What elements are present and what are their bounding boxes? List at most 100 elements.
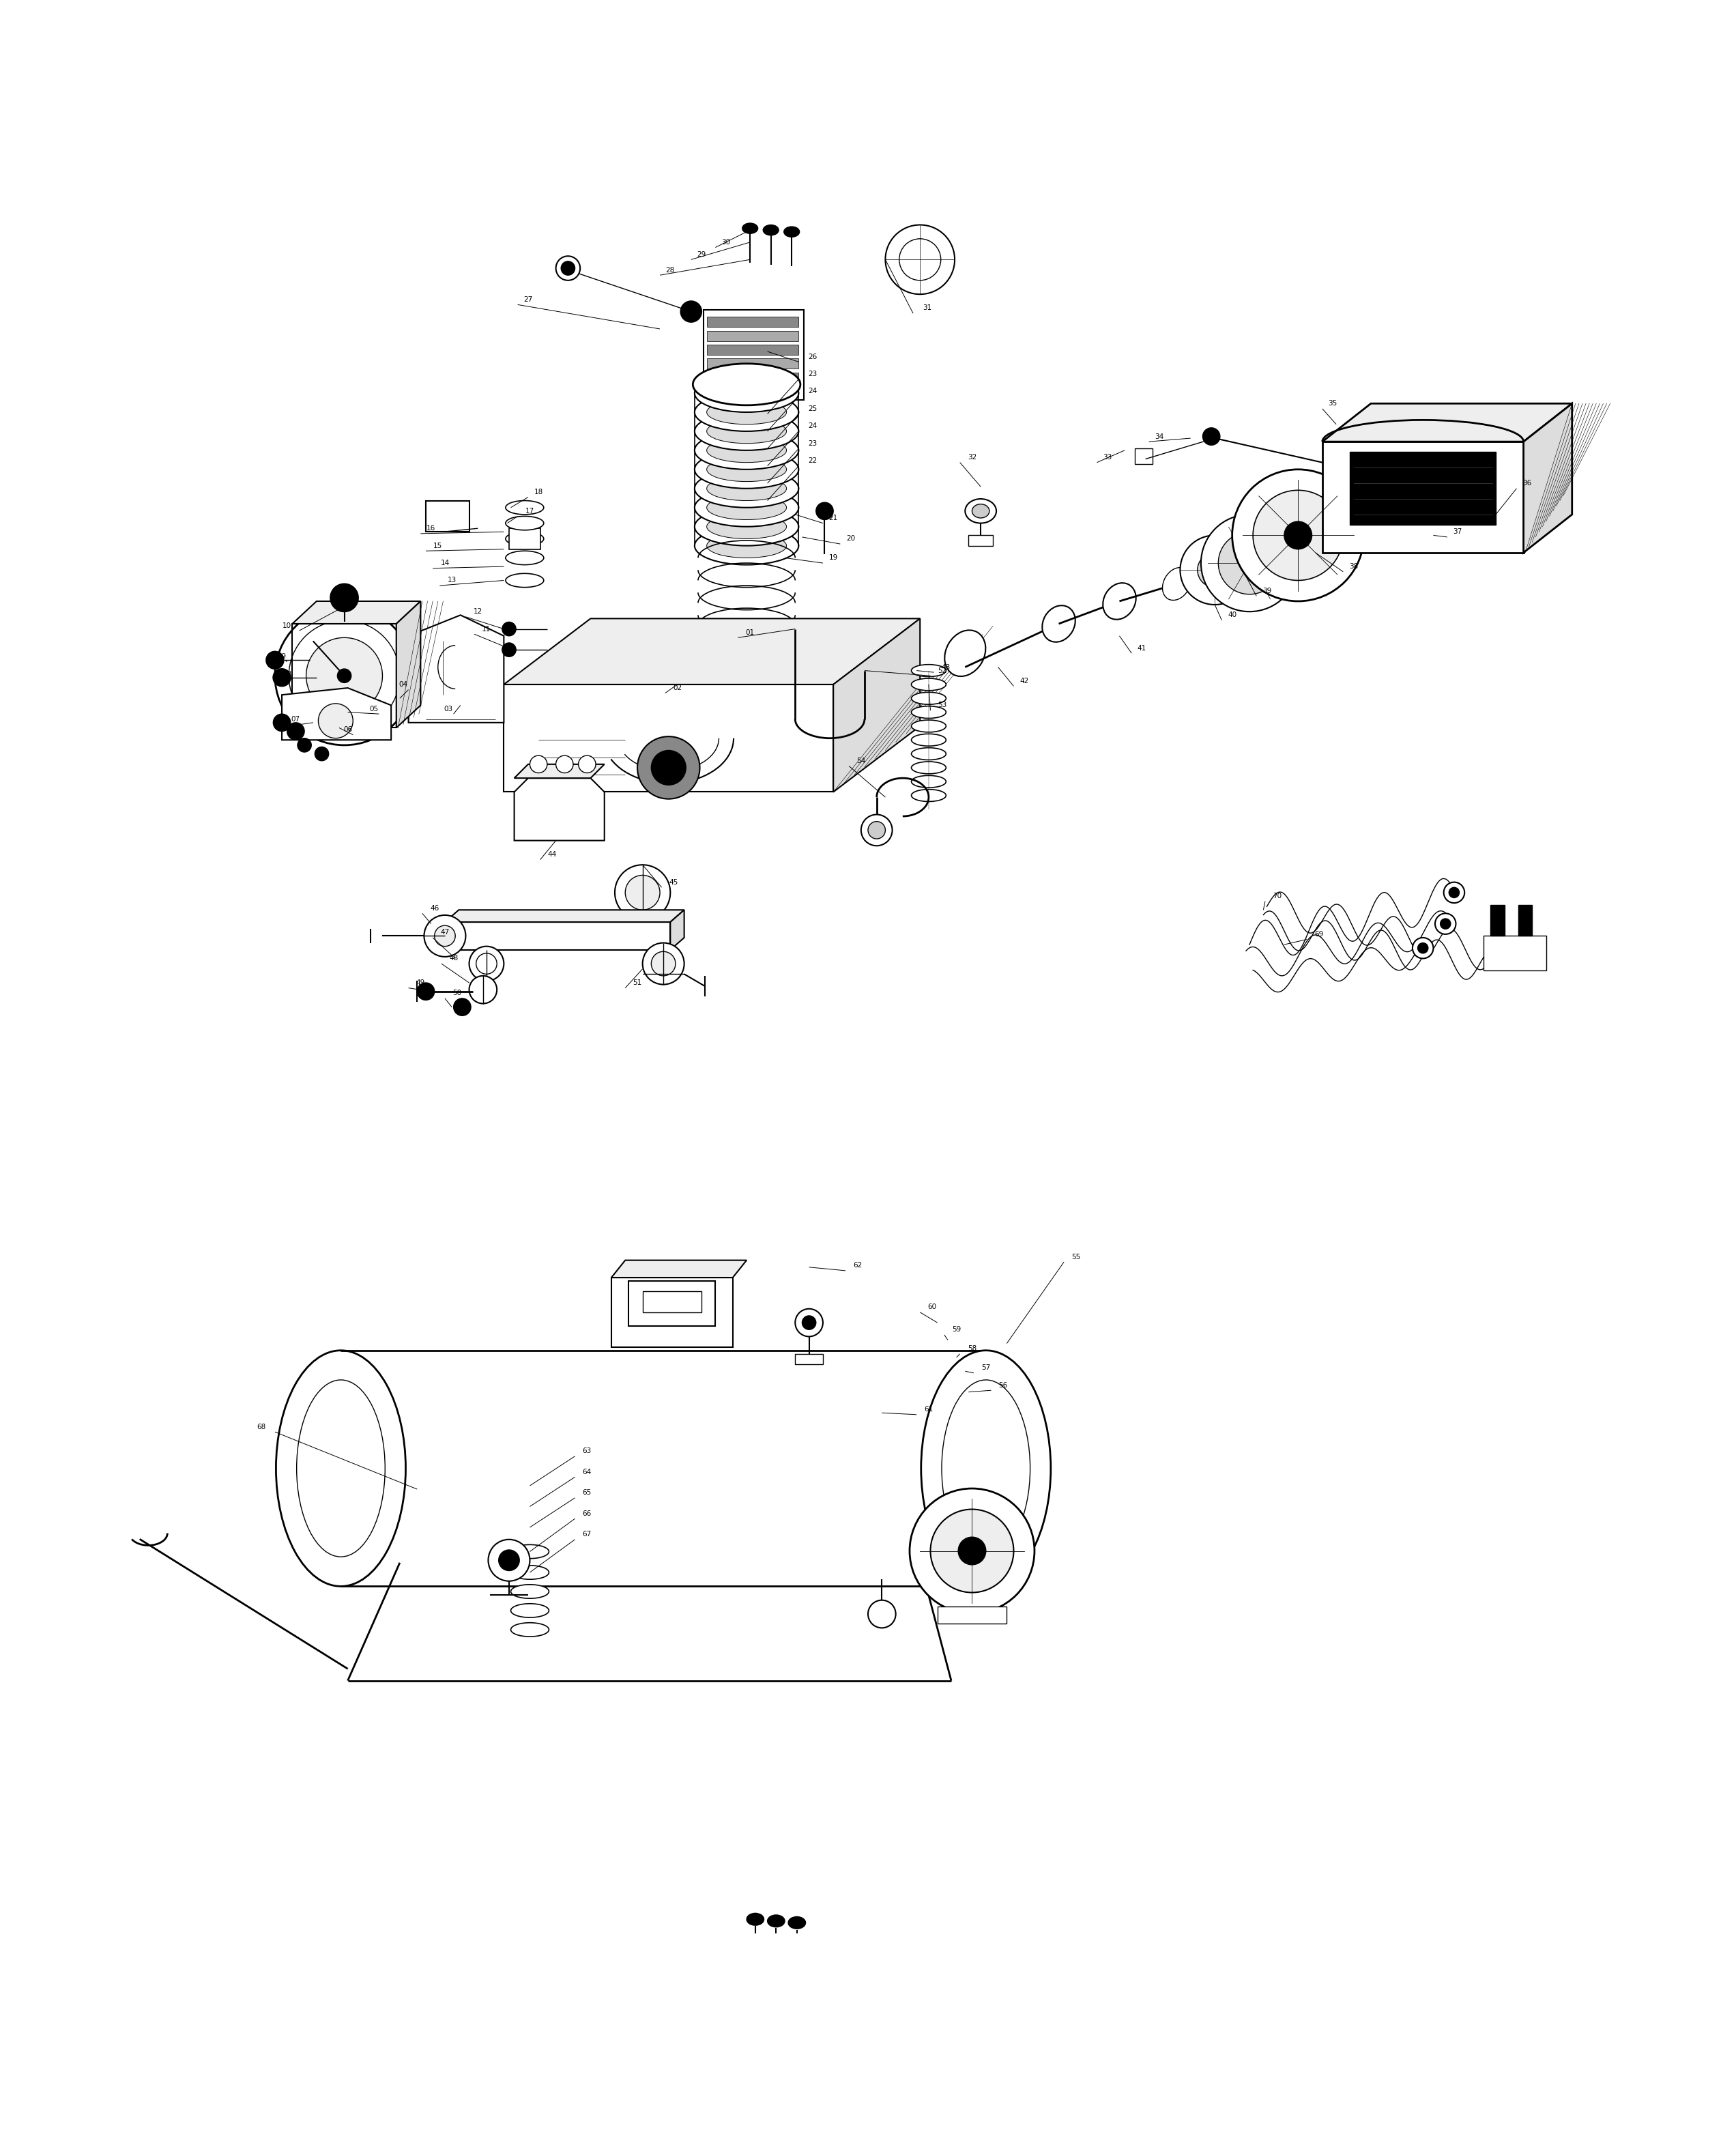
Circle shape (1203, 429, 1220, 446)
Circle shape (1444, 883, 1465, 904)
Ellipse shape (715, 522, 778, 535)
Text: 27: 27 (524, 296, 533, 303)
Circle shape (795, 1309, 823, 1337)
Ellipse shape (694, 527, 799, 565)
Text: 51: 51 (634, 979, 642, 987)
Text: 06: 06 (344, 727, 352, 733)
Ellipse shape (715, 456, 778, 471)
Text: 41: 41 (1137, 644, 1146, 652)
Ellipse shape (694, 507, 799, 546)
Circle shape (651, 750, 686, 785)
Circle shape (802, 1315, 816, 1330)
Ellipse shape (944, 631, 986, 676)
Circle shape (498, 1550, 519, 1571)
Polygon shape (707, 318, 799, 326)
Text: 57: 57 (981, 1364, 991, 1371)
Circle shape (502, 623, 516, 635)
Ellipse shape (707, 429, 786, 448)
Text: 04: 04 (399, 680, 408, 689)
Text: 39: 39 (1262, 588, 1271, 595)
Polygon shape (707, 386, 799, 397)
Text: 34: 34 (1154, 433, 1163, 439)
Text: 61: 61 (924, 1405, 934, 1414)
Circle shape (1418, 942, 1429, 953)
Text: 70: 70 (1272, 893, 1281, 900)
Polygon shape (1323, 441, 1524, 552)
Circle shape (469, 976, 496, 1004)
Circle shape (1233, 469, 1364, 601)
Ellipse shape (764, 224, 779, 235)
Ellipse shape (707, 501, 786, 522)
Circle shape (637, 736, 700, 800)
Polygon shape (833, 618, 920, 791)
Circle shape (286, 723, 304, 740)
Ellipse shape (510, 1584, 549, 1599)
Circle shape (1180, 535, 1250, 605)
Circle shape (958, 1537, 986, 1565)
Text: 37: 37 (1453, 529, 1462, 535)
Ellipse shape (911, 776, 946, 787)
Circle shape (469, 947, 503, 981)
Ellipse shape (1102, 582, 1135, 620)
Text: 30: 30 (722, 239, 731, 245)
Ellipse shape (788, 1917, 806, 1929)
Polygon shape (444, 910, 684, 921)
Ellipse shape (297, 1379, 385, 1556)
Circle shape (1219, 531, 1281, 595)
Text: 69: 69 (1314, 932, 1323, 938)
Text: 07: 07 (292, 716, 300, 723)
Circle shape (1441, 919, 1451, 930)
Ellipse shape (510, 1565, 549, 1580)
Ellipse shape (715, 503, 778, 518)
Text: 43: 43 (941, 663, 951, 672)
Text: 38: 38 (1349, 563, 1358, 569)
Ellipse shape (743, 224, 759, 235)
Polygon shape (408, 616, 503, 723)
Ellipse shape (707, 480, 786, 501)
Circle shape (642, 942, 684, 985)
Circle shape (1495, 499, 1526, 531)
Circle shape (417, 983, 434, 1000)
Circle shape (910, 1488, 1035, 1614)
Circle shape (266, 652, 283, 669)
Circle shape (868, 821, 885, 838)
Polygon shape (1524, 403, 1573, 552)
Circle shape (625, 876, 660, 910)
Text: 24: 24 (807, 388, 818, 394)
Polygon shape (707, 330, 799, 341)
Ellipse shape (911, 761, 946, 774)
Ellipse shape (694, 450, 799, 488)
Text: 40: 40 (1227, 612, 1236, 618)
Polygon shape (1323, 403, 1573, 441)
Text: 59: 59 (951, 1326, 962, 1332)
Circle shape (1253, 490, 1344, 580)
Polygon shape (707, 345, 799, 354)
Text: 03: 03 (444, 706, 453, 712)
Ellipse shape (715, 405, 778, 420)
Ellipse shape (707, 401, 786, 424)
Bar (703, 309, 804, 401)
Text: 18: 18 (535, 488, 543, 495)
Text: 44: 44 (549, 851, 557, 857)
Text: 20: 20 (845, 535, 856, 542)
Text: 67: 67 (583, 1531, 592, 1537)
Circle shape (556, 755, 573, 774)
Ellipse shape (707, 439, 786, 463)
Ellipse shape (922, 1350, 1050, 1586)
Text: 47: 47 (441, 930, 450, 936)
Ellipse shape (707, 475, 786, 501)
Text: 33: 33 (1102, 454, 1111, 461)
Text: 09: 09 (278, 652, 286, 661)
Ellipse shape (505, 531, 543, 546)
Ellipse shape (510, 1603, 549, 1618)
Text: 19: 19 (828, 554, 838, 561)
Circle shape (1436, 912, 1457, 934)
Text: 54: 54 (856, 757, 866, 763)
Polygon shape (670, 910, 684, 949)
Text: 49: 49 (417, 979, 425, 987)
Text: 60: 60 (927, 1303, 937, 1311)
Text: 36: 36 (1522, 480, 1531, 486)
Circle shape (502, 644, 516, 657)
Ellipse shape (715, 484, 778, 497)
Ellipse shape (505, 501, 543, 514)
